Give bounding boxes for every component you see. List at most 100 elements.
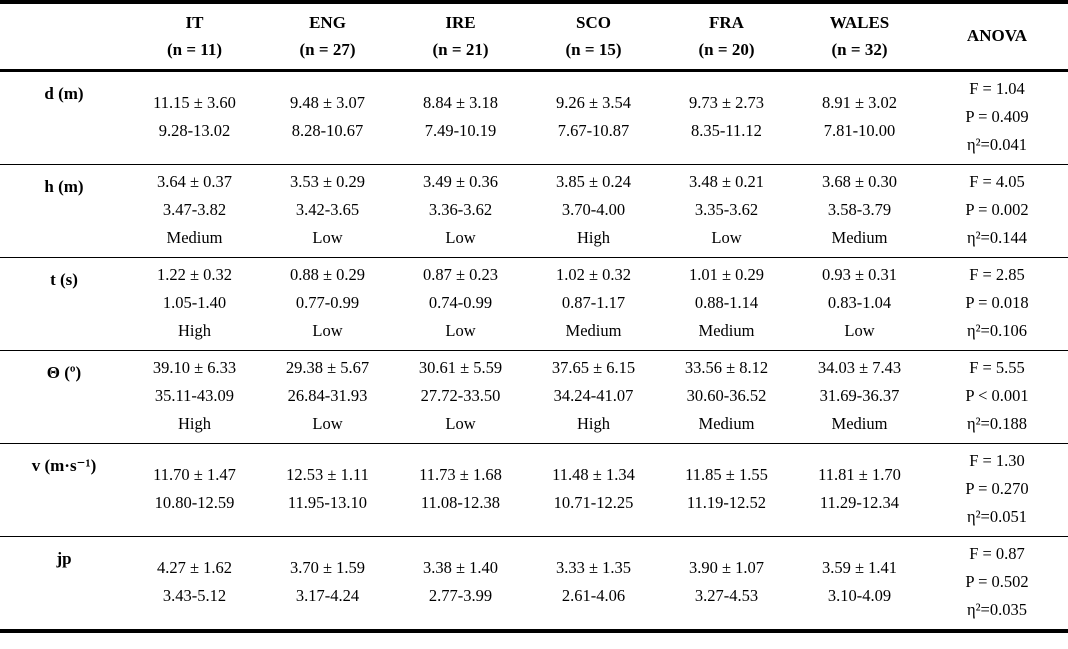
column-header-ire: IRE (n = 21) [394, 9, 527, 63]
column-n: (n = 20) [698, 40, 755, 59]
data-cell: 4.27 ± 1.62 3.43-5.12 [128, 540, 261, 624]
mean-value: 3.70 ± 1.59 [289, 558, 366, 577]
anova-cell: F = 2.85 P = 0.018 η²=0.106 [926, 261, 1068, 345]
category-value: Medium [166, 228, 223, 247]
category-value: Low [312, 414, 343, 433]
range-value: 3.70-4.00 [561, 200, 626, 219]
range-value: 3.42-3.65 [295, 200, 360, 219]
mean-value: 11.70 ± 1.47 [153, 465, 236, 484]
range-value: 7.67-10.87 [557, 121, 630, 140]
data-cell: 1.22 ± 0.32 1.05-1.40 High [128, 261, 261, 345]
mean-value: 9.26 ± 3.54 [555, 93, 632, 112]
data-cell: 30.61 ± 5.59 27.72-33.50 Low [394, 354, 527, 438]
column-label: SCO [576, 13, 611, 32]
category-value: Low [312, 228, 343, 247]
data-cell: 11.81 ± 1.70 11.29-12.34 [793, 447, 926, 531]
column-n: (n = 15) [565, 40, 622, 59]
anova-p: P = 0.409 [965, 107, 1029, 126]
range-value: 3.35-3.62 [694, 200, 759, 219]
mean-value: 4.27 ± 1.62 [156, 558, 233, 577]
mean-value: 9.48 ± 3.07 [289, 93, 366, 112]
category-value: Low [445, 321, 476, 340]
category-value: Medium [698, 321, 755, 340]
table-row-jp: jp 4.27 ± 1.62 3.43-5.12 3.70 ± 1.59 3.1… [0, 536, 1068, 629]
range-value: 3.58-3.79 [827, 200, 892, 219]
range-value: 8.35-11.12 [691, 121, 762, 140]
mean-value: 34.03 ± 7.43 [817, 358, 902, 377]
range-value: 3.27-4.53 [694, 586, 759, 605]
data-cell: 33.56 ± 8.12 30.60-36.52 Medium [660, 354, 793, 438]
anova-f: F = 0.87 [969, 544, 1025, 563]
column-n: (n = 11) [166, 40, 223, 59]
anova-f: F = 1.04 [969, 79, 1025, 98]
range-value: 3.43-5.12 [162, 586, 227, 605]
range-value: 1.05-1.40 [162, 293, 227, 312]
mean-value: 11.48 ± 1.34 [552, 465, 635, 484]
anova-eta: η²=0.144 [966, 228, 1027, 247]
anova-cell: F = 4.05 P = 0.002 η²=0.144 [926, 168, 1068, 252]
mean-value: 29.38 ± 5.67 [285, 358, 370, 377]
anova-p: P = 0.502 [965, 572, 1029, 591]
column-n: (n = 27) [299, 40, 356, 59]
category-value: High [577, 228, 610, 247]
data-cell: 3.85 ± 0.24 3.70-4.00 High [527, 168, 660, 252]
anova-p: P < 0.001 [965, 386, 1029, 405]
data-cell: 3.70 ± 1.59 3.17-4.24 [261, 540, 394, 624]
mean-value: 3.49 ± 0.36 [422, 172, 499, 191]
category-value: Medium [831, 414, 888, 433]
data-cell: 3.64 ± 0.37 3.47-3.82 Medium [128, 168, 261, 252]
column-header-eng: ENG (n = 27) [261, 9, 394, 63]
table-row-v: v (m·s⁻¹) 11.70 ± 1.47 10.80-12.59 12.53… [0, 443, 1068, 536]
column-label: WALES [829, 13, 890, 32]
anova-f: F = 1.30 [969, 451, 1025, 470]
data-cell: 3.90 ± 1.07 3.27-4.53 [660, 540, 793, 624]
data-cell: 34.03 ± 7.43 31.69-36.37 Medium [793, 354, 926, 438]
anova-header: ANOVA [966, 26, 1028, 45]
column-header-sco: SCO (n = 15) [527, 9, 660, 63]
category-value: Low [312, 321, 343, 340]
data-cell: 1.01 ± 0.29 0.88-1.14 Medium [660, 261, 793, 345]
mean-value: 1.02 ± 0.32 [555, 265, 632, 284]
range-value: 30.60-36.52 [686, 386, 767, 405]
data-cell: 37.65 ± 6.15 34.24-41.07 High [527, 354, 660, 438]
anova-eta: η²=0.188 [966, 414, 1027, 433]
data-cell: 11.73 ± 1.68 11.08-12.38 [394, 447, 527, 531]
table-row-t: t (s) 1.22 ± 0.32 1.05-1.40 High 0.88 ± … [0, 257, 1068, 350]
range-value: 7.49-10.19 [424, 121, 497, 140]
range-value: 3.17-4.24 [295, 586, 360, 605]
category-value: Medium [698, 414, 755, 433]
mean-value: 3.59 ± 1.41 [821, 558, 898, 577]
range-value: 8.28-10.67 [291, 121, 364, 140]
data-cell: 12.53 ± 1.11 11.95-13.10 [261, 447, 394, 531]
range-value: 2.77-3.99 [428, 586, 493, 605]
data-cell: 11.85 ± 1.55 11.19-12.52 [660, 447, 793, 531]
column-header-fra: FRA (n = 20) [660, 9, 793, 63]
range-value: 27.72-33.50 [420, 386, 501, 405]
range-value: 31.69-36.37 [819, 386, 900, 405]
data-cell: 3.68 ± 0.30 3.58-3.79 Medium [793, 168, 926, 252]
data-cell: 9.26 ± 3.54 7.67-10.87 [527, 75, 660, 159]
range-value: 11.29-12.34 [819, 493, 900, 512]
mean-value: 11.15 ± 3.60 [153, 93, 236, 112]
mean-value: 3.90 ± 1.07 [688, 558, 765, 577]
anova-eta: η²=0.041 [966, 135, 1027, 154]
data-cell: 8.91 ± 3.02 7.81-10.00 [793, 75, 926, 159]
column-n: (n = 21) [432, 40, 489, 59]
table-row-theta: Θ (º) 39.10 ± 6.33 35.11-43.09 High 29.3… [0, 350, 1068, 443]
data-cell: 29.38 ± 5.67 26.84-31.93 Low [261, 354, 394, 438]
mean-value: 9.73 ± 2.73 [688, 93, 765, 112]
range-value: 3.10-4.09 [827, 586, 892, 605]
range-value: 10.71-12.25 [553, 493, 634, 512]
range-value: 0.87-1.17 [561, 293, 626, 312]
anova-p: P = 0.002 [965, 200, 1029, 219]
range-value: 0.74-0.99 [428, 293, 493, 312]
range-value: 11.08-12.38 [420, 493, 501, 512]
range-value: 3.47-3.82 [162, 200, 227, 219]
category-value: Low [711, 228, 742, 247]
mean-value: 3.85 ± 0.24 [555, 172, 632, 191]
range-value: 3.36-3.62 [428, 200, 493, 219]
anova-f: F = 5.55 [969, 358, 1025, 377]
anova-p: P = 0.018 [965, 293, 1029, 312]
data-cell: 1.02 ± 0.32 0.87-1.17 Medium [527, 261, 660, 345]
mean-value: 3.68 ± 0.30 [821, 172, 898, 191]
